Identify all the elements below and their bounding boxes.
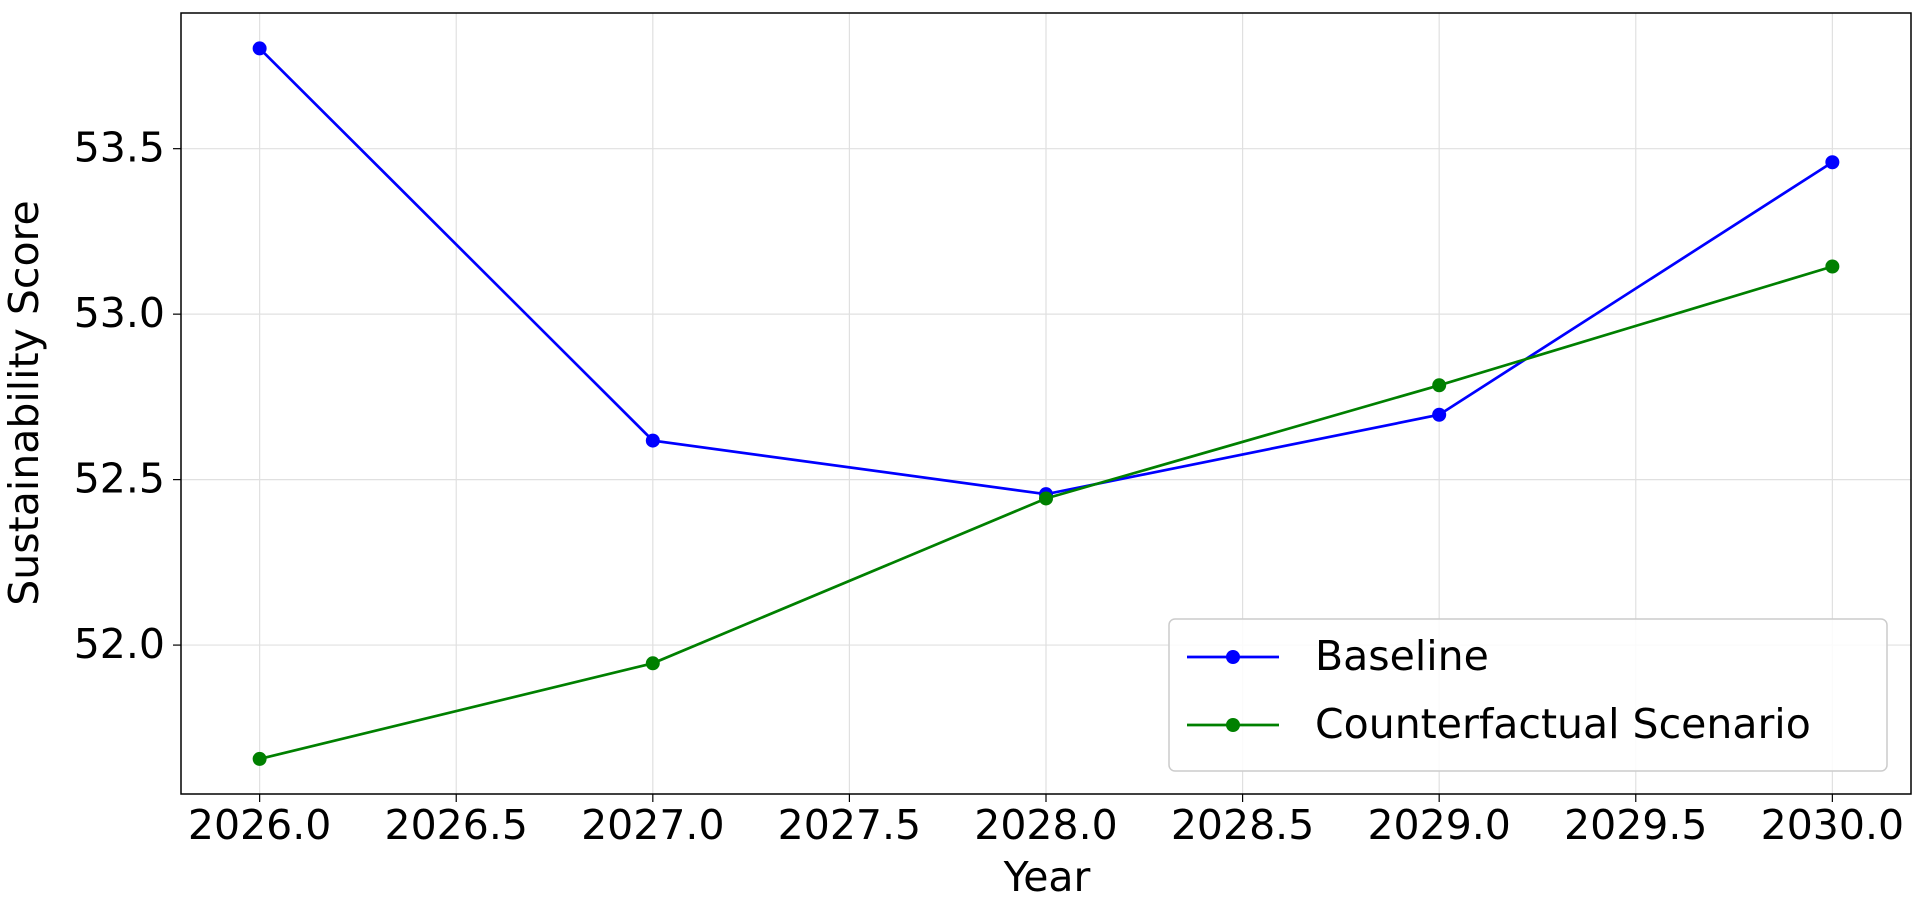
x-tick-label: 2026.0	[188, 801, 331, 849]
point	[1432, 407, 1447, 422]
point	[1825, 155, 1840, 170]
point	[1432, 378, 1447, 393]
legend-marker	[1226, 718, 1240, 732]
point	[252, 751, 267, 766]
point	[252, 41, 267, 56]
point	[1825, 259, 1840, 274]
y-tick-label: 53.0	[74, 289, 165, 337]
legend: Baseline Counterfactual Scenario	[1168, 618, 1888, 772]
legend-label: Baseline	[1315, 632, 1489, 680]
x-tick-label: 2028.5	[1171, 801, 1314, 849]
point	[645, 656, 660, 671]
legend-box	[1168, 618, 1888, 772]
x-tick-label: 2027.5	[778, 801, 921, 849]
legend-label: Counterfactual Scenario	[1315, 700, 1811, 748]
x-axis-label: Year	[1003, 853, 1091, 901]
point	[645, 433, 660, 448]
y-tick-label: 52.5	[74, 455, 165, 503]
point	[1039, 491, 1053, 506]
y-axis-label: Sustainability Score	[0, 200, 48, 605]
y-tick-label: 52.0	[74, 620, 165, 668]
x-tick-label: 2030.0	[1761, 801, 1904, 849]
x-tick-label: 2028.0	[974, 801, 1117, 849]
x-tick-label: 2029.5	[1564, 801, 1707, 849]
x-tick-label: 2029.0	[1367, 801, 1510, 849]
y-tick-label: 53.5	[74, 124, 165, 172]
x-tick-label: 2026.5	[384, 801, 527, 849]
plot-frame	[180, 12, 1912, 795]
legend-marker	[1226, 650, 1240, 664]
x-tick-label: 2027.0	[581, 801, 724, 849]
